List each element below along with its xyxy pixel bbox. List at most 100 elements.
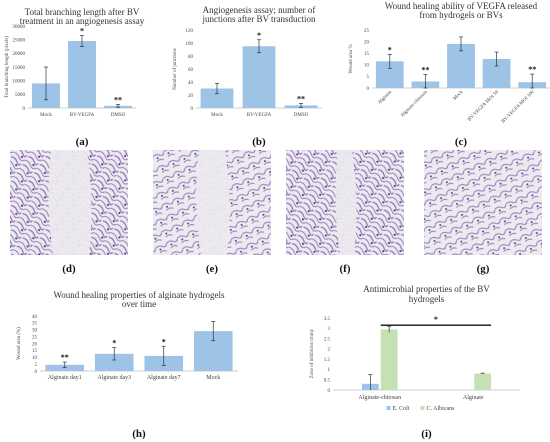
x-tick-label: Alginate day3 — [97, 375, 131, 381]
significance-marker: * — [388, 45, 392, 54]
y-tick-label: 1.5 — [324, 358, 331, 363]
significance-marker: * — [434, 315, 438, 324]
y-tick-label: 20000 — [13, 52, 26, 57]
x-tick-label: BV-VEGFA MOI 50 — [467, 90, 500, 123]
bar — [242, 46, 276, 108]
y-tick-label: 5 — [367, 75, 370, 80]
x-tick-label: Mock — [453, 90, 465, 102]
panel-label: (d) — [62, 263, 76, 275]
y-tick-label: 80 — [188, 55, 194, 60]
y-tick-label: 3.5 — [324, 317, 331, 322]
wound-gap — [335, 150, 357, 255]
chart-i: Antimicrobial properties of the BVhydrog… — [310, 284, 520, 440]
y-tick-label: 0 — [328, 389, 331, 394]
chart-a: Total branching length after BVtreatment… — [5, 7, 145, 148]
wound-gap — [196, 150, 230, 255]
chart-title-line: Antimicrobial properties of the BV — [363, 284, 490, 294]
x-tick-label: BV-VEGFA MOI 100 — [501, 90, 536, 125]
y-tick-label: 15000 — [13, 66, 26, 71]
bar — [94, 353, 134, 371]
bar — [67, 41, 97, 108]
y-tick-label: 10000 — [13, 79, 26, 84]
y-tick-label: 35 — [32, 322, 38, 327]
y-tick-label: 25 — [364, 29, 370, 34]
panel-label: (h) — [132, 428, 146, 440]
stained-cells-image — [424, 150, 542, 255]
significance-marker: ** — [297, 94, 305, 103]
y-tick-label: 30000 — [13, 25, 26, 30]
x-tick-label: DMSO — [111, 113, 126, 118]
y-tick-label: 1 — [328, 368, 331, 373]
y-tick-label: 40 — [32, 315, 38, 320]
bar — [447, 43, 475, 88]
chart-title-line: Wound healing properties of alginate hyd… — [54, 290, 225, 300]
y-tick-label: 0.5 — [324, 379, 331, 384]
y-tick-label: 0 — [23, 107, 26, 112]
chart-h: Wound healing properties of alginate hyd… — [17, 290, 238, 440]
micrograph-d: (d) — [10, 150, 128, 275]
y-axis-label: Number of junctions — [173, 48, 178, 89]
bar-c-albicans — [474, 373, 492, 390]
x-tick-label: BV-VEGFA — [247, 113, 272, 118]
y-tick-label: 15 — [32, 349, 38, 354]
panel-label: (g) — [477, 263, 490, 275]
wound-gap — [48, 150, 92, 255]
y-axis-label: Total branching length (pixels) — [5, 36, 10, 98]
x-tick-label: Alginate — [463, 395, 484, 401]
x-tick-label: Alginate-chitosan — [358, 395, 401, 401]
legend-swatch — [420, 406, 425, 410]
y-tick-label: 25 — [32, 335, 38, 340]
significance-marker: * — [80, 27, 84, 36]
x-tick-label: Alginate day1 — [48, 375, 82, 381]
x-tick-label: Alginate — [378, 89, 394, 105]
y-axis-label: Wound area (%) — [17, 327, 22, 360]
significance-marker: ** — [61, 353, 69, 362]
y-tick-label: 5 — [35, 363, 38, 368]
y-tick-label: 10 — [364, 64, 370, 69]
chart-title-line: junctions after BV transduction — [201, 14, 316, 24]
significance-marker: * — [257, 31, 261, 40]
panel-label: (b) — [252, 136, 266, 148]
significance-marker: * — [112, 339, 116, 348]
panel-label: (i) — [421, 428, 432, 440]
bar — [200, 88, 234, 108]
y-tick-label: 20 — [364, 40, 370, 45]
chart-title-line: Wound healing ability of VEGFA released — [385, 1, 538, 11]
significance-marker: * — [162, 337, 166, 346]
y-tick-label: 5000 — [15, 93, 26, 98]
significance-marker: ** — [421, 66, 429, 75]
x-tick-label: Alginate-chitosan — [400, 90, 429, 119]
y-tick-label: 0 — [191, 107, 194, 112]
y-tick-label: 0 — [35, 370, 38, 375]
y-axis-label: Wound area % — [349, 44, 354, 73]
y-tick-label: 10 — [32, 356, 38, 361]
x-tick-label: BV-VEGFA — [70, 113, 95, 118]
legend-label: C. Albicans — [427, 406, 456, 412]
y-tick-label: 30 — [32, 329, 38, 334]
legend-swatch — [386, 406, 391, 410]
legend-label: E. Coli — [393, 406, 410, 412]
y-tick-label: 120 — [186, 29, 194, 34]
x-tick-label: Alginate day7 — [147, 375, 181, 381]
chart-title-line: Angiogenesis assay; number of — [203, 5, 316, 15]
y-tick-label: 15 — [364, 52, 370, 57]
y-tick-label: 0 — [367, 87, 370, 92]
chart-title-line: from hydrogels or BVs — [419, 10, 503, 20]
y-tick-label: 2 — [328, 348, 331, 353]
chart-title-line: over time — [122, 299, 156, 309]
significance-marker: ** — [114, 95, 122, 104]
y-tick-label: 25000 — [13, 38, 26, 43]
panel-label: (a) — [76, 136, 89, 148]
significance-marker: ** — [528, 65, 536, 74]
chart-title-line: Total branching length after BV — [25, 7, 140, 17]
micrograph-e: (e) — [153, 150, 271, 275]
y-tick-label: 2.5 — [324, 337, 331, 342]
y-tick-label: 40 — [188, 81, 194, 86]
y-tick-label: 100 — [186, 42, 194, 47]
chart-title-line: hydrogels — [409, 294, 445, 304]
panel-label: (c) — [455, 136, 468, 148]
panel-label: (f) — [340, 263, 351, 275]
y-tick-label: 20 — [188, 94, 194, 99]
